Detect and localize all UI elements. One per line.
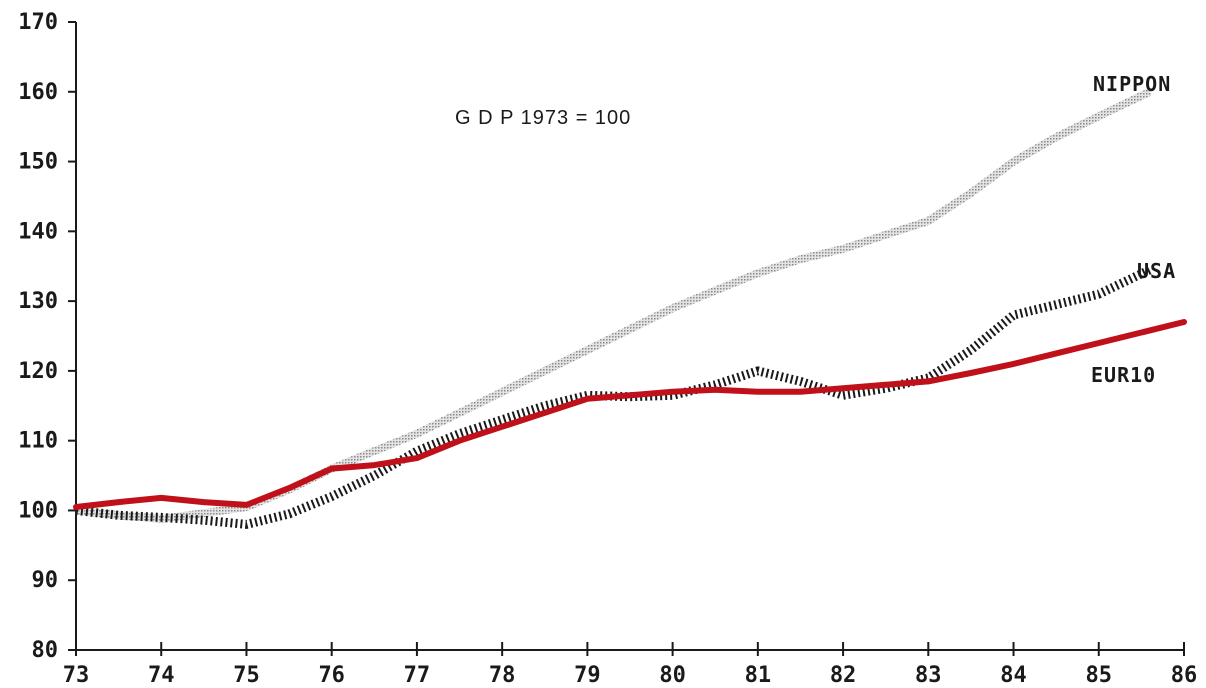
x-tick-label: 76 [318, 663, 345, 688]
y-ticks: 80 90 100 110 120 130 140 150 160 170 [18, 10, 76, 663]
y-tick-label: 170 [18, 10, 58, 35]
y-tick-label: 80 [32, 638, 59, 663]
chart-title: G D P 1973 = 100 [455, 107, 631, 129]
x-ticks: 73 74 75 76 77 78 79 80 81 82 83 84 85 86 [63, 642, 1198, 688]
x-tick-label: 73 [63, 663, 90, 688]
x-tick-label: 83 [915, 663, 942, 688]
x-tick-label: 85 [1086, 663, 1113, 688]
x-tick-label: 86 [1171, 663, 1198, 688]
series-line-nippon [75, 88, 1152, 523]
y-tick-label: 150 [18, 150, 58, 175]
y-tick-label: 140 [18, 219, 58, 244]
y-tick-label: 110 [18, 429, 58, 454]
series-label-eur10: EUR10 [1091, 363, 1156, 387]
series-label-nippon: NIPPON [1093, 72, 1171, 96]
series-label-usa: USA [1137, 259, 1176, 283]
x-tick-label: 80 [659, 663, 686, 688]
x-tick-label: 79 [574, 663, 601, 688]
y-tick-label: 130 [18, 289, 58, 314]
y-tick-label: 160 [18, 80, 58, 105]
x-tick-label: 77 [404, 663, 431, 688]
x-tick-label: 78 [489, 663, 516, 688]
series-lines [73, 88, 1187, 529]
series-line-eur10 [73, 319, 1187, 510]
x-tick-label: 74 [148, 663, 175, 688]
x-tick-label: 84 [1000, 663, 1027, 688]
x-tick-label: 81 [745, 663, 772, 688]
y-tick-label: 90 [32, 568, 59, 593]
x-tick-label: 82 [830, 663, 857, 688]
y-tick-label: 120 [18, 359, 58, 384]
x-tick-label: 75 [233, 663, 260, 688]
axes [75, 22, 1184, 651]
y-tick-label: 100 [18, 498, 58, 523]
